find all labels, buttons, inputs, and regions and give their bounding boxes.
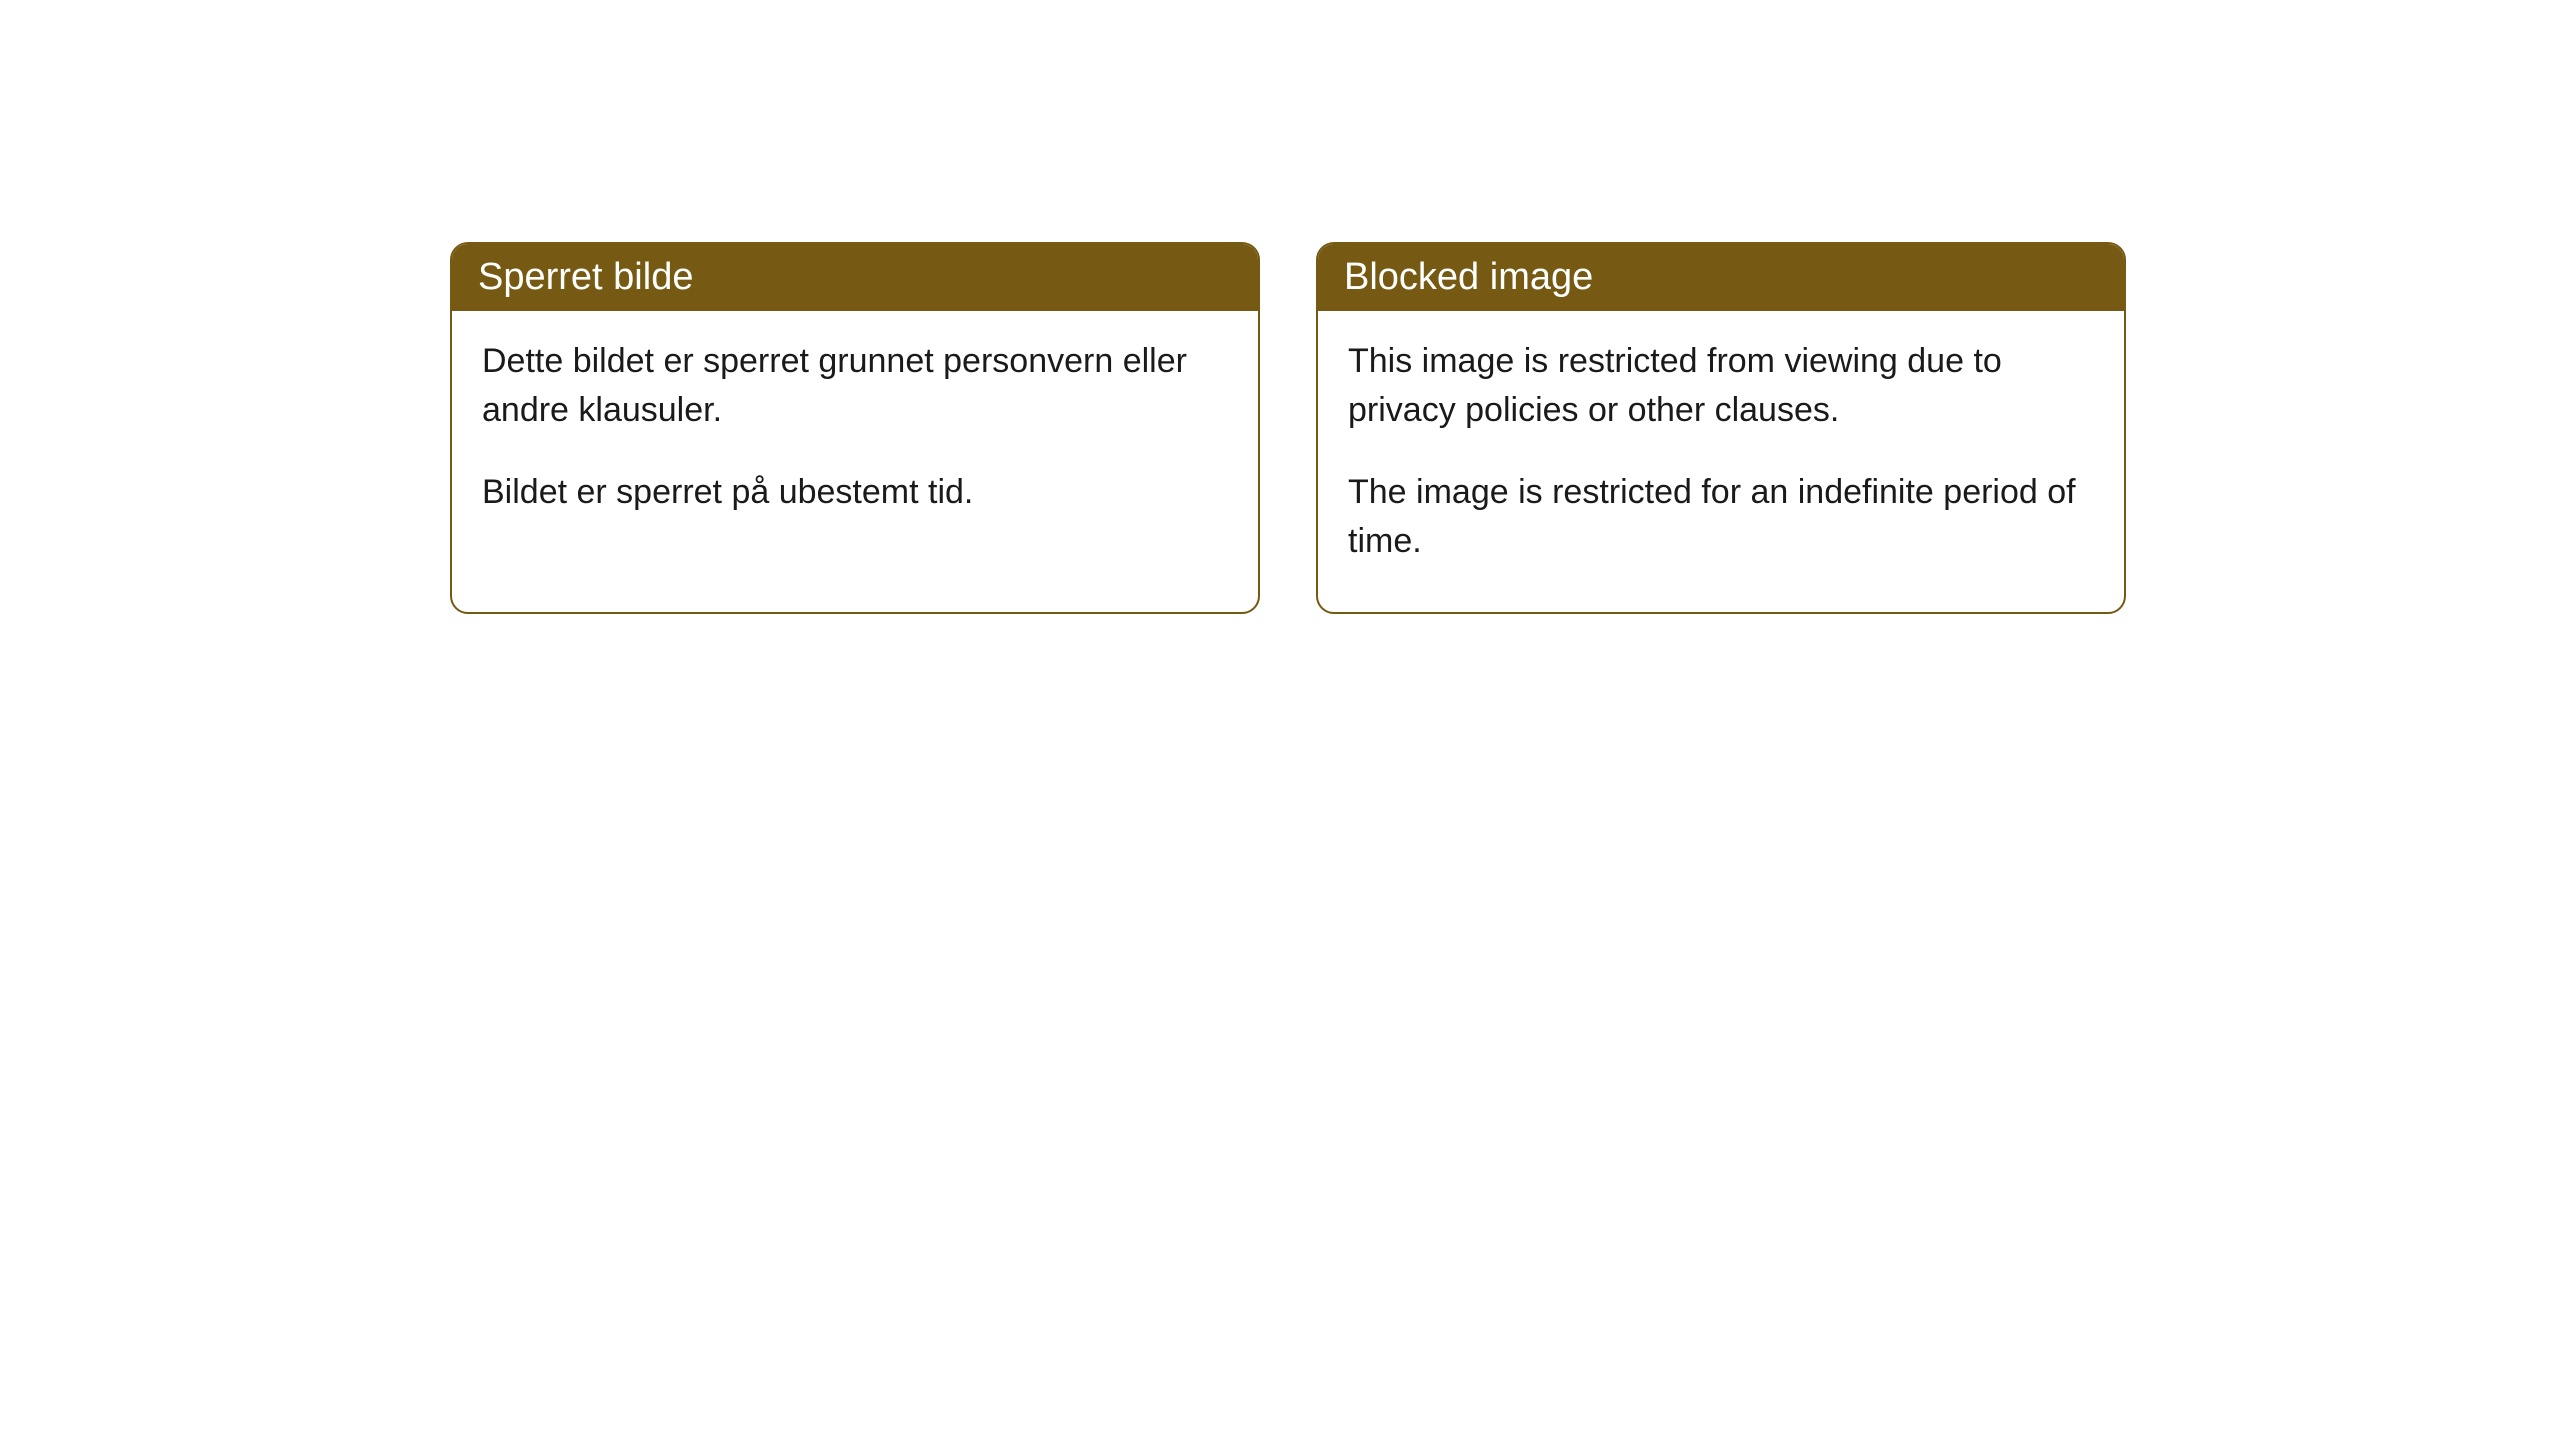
card-title: Sperret bilde	[478, 256, 693, 298]
card-header: Sperret bilde	[452, 244, 1258, 311]
card-paragraph: Bildet er sperret på ubestemt tid.	[482, 468, 1228, 517]
notice-cards-container: Sperret bilde Dette bildet er sperret gr…	[450, 242, 2126, 614]
card-paragraph: Dette bildet er sperret grunnet personve…	[482, 337, 1228, 436]
card-paragraph: This image is restricted from viewing du…	[1348, 337, 2094, 436]
card-body: This image is restricted from viewing du…	[1318, 311, 2124, 612]
notice-card-english: Blocked image This image is restricted f…	[1316, 242, 2126, 614]
card-header: Blocked image	[1318, 244, 2124, 311]
card-title: Blocked image	[1344, 256, 1593, 298]
card-body: Dette bildet er sperret grunnet personve…	[452, 311, 1258, 563]
notice-card-norwegian: Sperret bilde Dette bildet er sperret gr…	[450, 242, 1260, 614]
card-paragraph: The image is restricted for an indefinit…	[1348, 468, 2094, 567]
